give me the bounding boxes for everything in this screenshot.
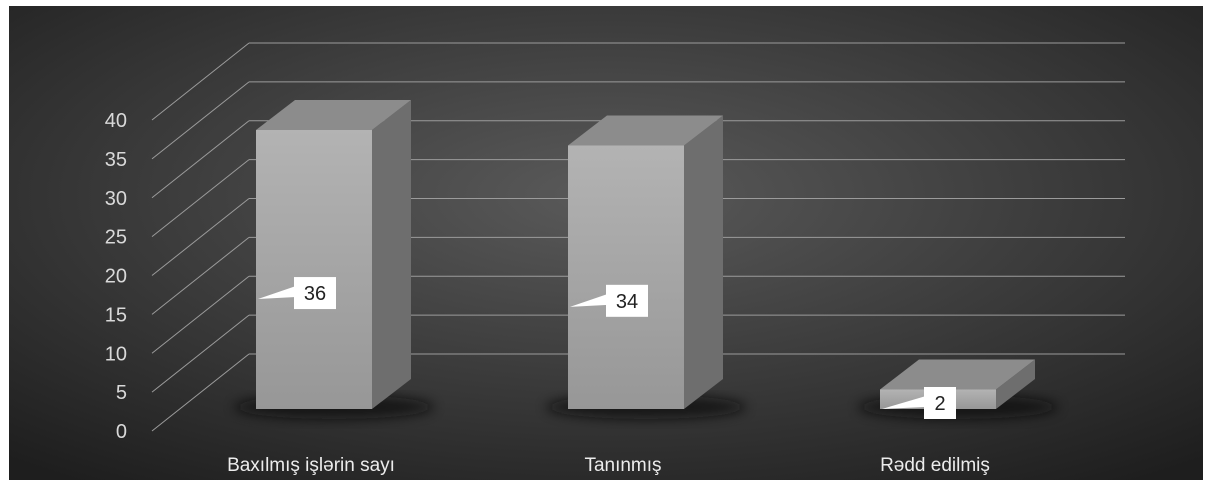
bar-front [256, 130, 372, 409]
y-tick-label: 40 [105, 110, 127, 132]
bar-2 [546, 115, 746, 419]
gridline-side [151, 159, 250, 238]
y-tick-label: 20 [105, 266, 127, 288]
bar-top [568, 115, 723, 146]
data-label-pointer [258, 286, 296, 300]
bar-side [684, 115, 723, 409]
y-tick-label: 10 [105, 343, 127, 365]
category-label: Rədd edilmiş [880, 455, 990, 476]
gridline-side [151, 353, 250, 432]
bars [234, 100, 1058, 419]
gridline-side [151, 236, 250, 315]
chart-area: 0 5 10 15 20 25 30 35 40 36 34 2 Baxılmış işlərin … [9, 6, 1203, 480]
data-label-box [924, 387, 956, 419]
gridline-side [151, 314, 250, 393]
data-label-pointer [882, 396, 926, 409]
y-tick-label: 15 [105, 304, 127, 326]
y-tick-label: 35 [105, 149, 127, 171]
bar-top [256, 100, 411, 130]
bar-side [996, 359, 1035, 409]
data-label: 36 [258, 277, 336, 310]
y-tick-label: 5 [116, 382, 127, 404]
gridline-side [151, 42, 250, 121]
bar-chart: 0 5 10 15 20 25 30 35 40 36 34 2 Baxılmış işlərin … [9, 6, 1203, 480]
bar-top [880, 359, 1035, 390]
data-label-pointer [570, 293, 608, 307]
data-label-box [606, 284, 648, 317]
y-tick-label: 30 [105, 188, 127, 210]
bar-1 [234, 100, 434, 419]
y-tick-label: 0 [116, 421, 127, 443]
y-axis-ticks: 0 5 10 15 20 25 30 35 40 [105, 110, 127, 443]
data-label-value: 34 [616, 291, 638, 313]
category-label: Baxılmış işlərin sayı [227, 455, 395, 476]
category-label: Tanınmış [584, 455, 661, 476]
data-label-value: 2 [934, 393, 945, 415]
bar-side [372, 100, 411, 409]
data-label: 2 [882, 387, 956, 419]
bar-front [568, 145, 684, 409]
data-labels: 36 34 2 [258, 277, 956, 419]
data-label-value: 36 [304, 283, 326, 305]
category-labels: Baxılmış işlərin sayı Tanınmış Rədd edilmi… [227, 455, 990, 476]
data-label: 34 [570, 284, 648, 317]
gridline-side [151, 198, 250, 276]
data-label-box [294, 277, 336, 310]
gridline-side [151, 275, 250, 354]
gridline-side [151, 120, 250, 199]
y-tick-label: 25 [105, 227, 127, 249]
gridline-side [151, 81, 250, 160]
